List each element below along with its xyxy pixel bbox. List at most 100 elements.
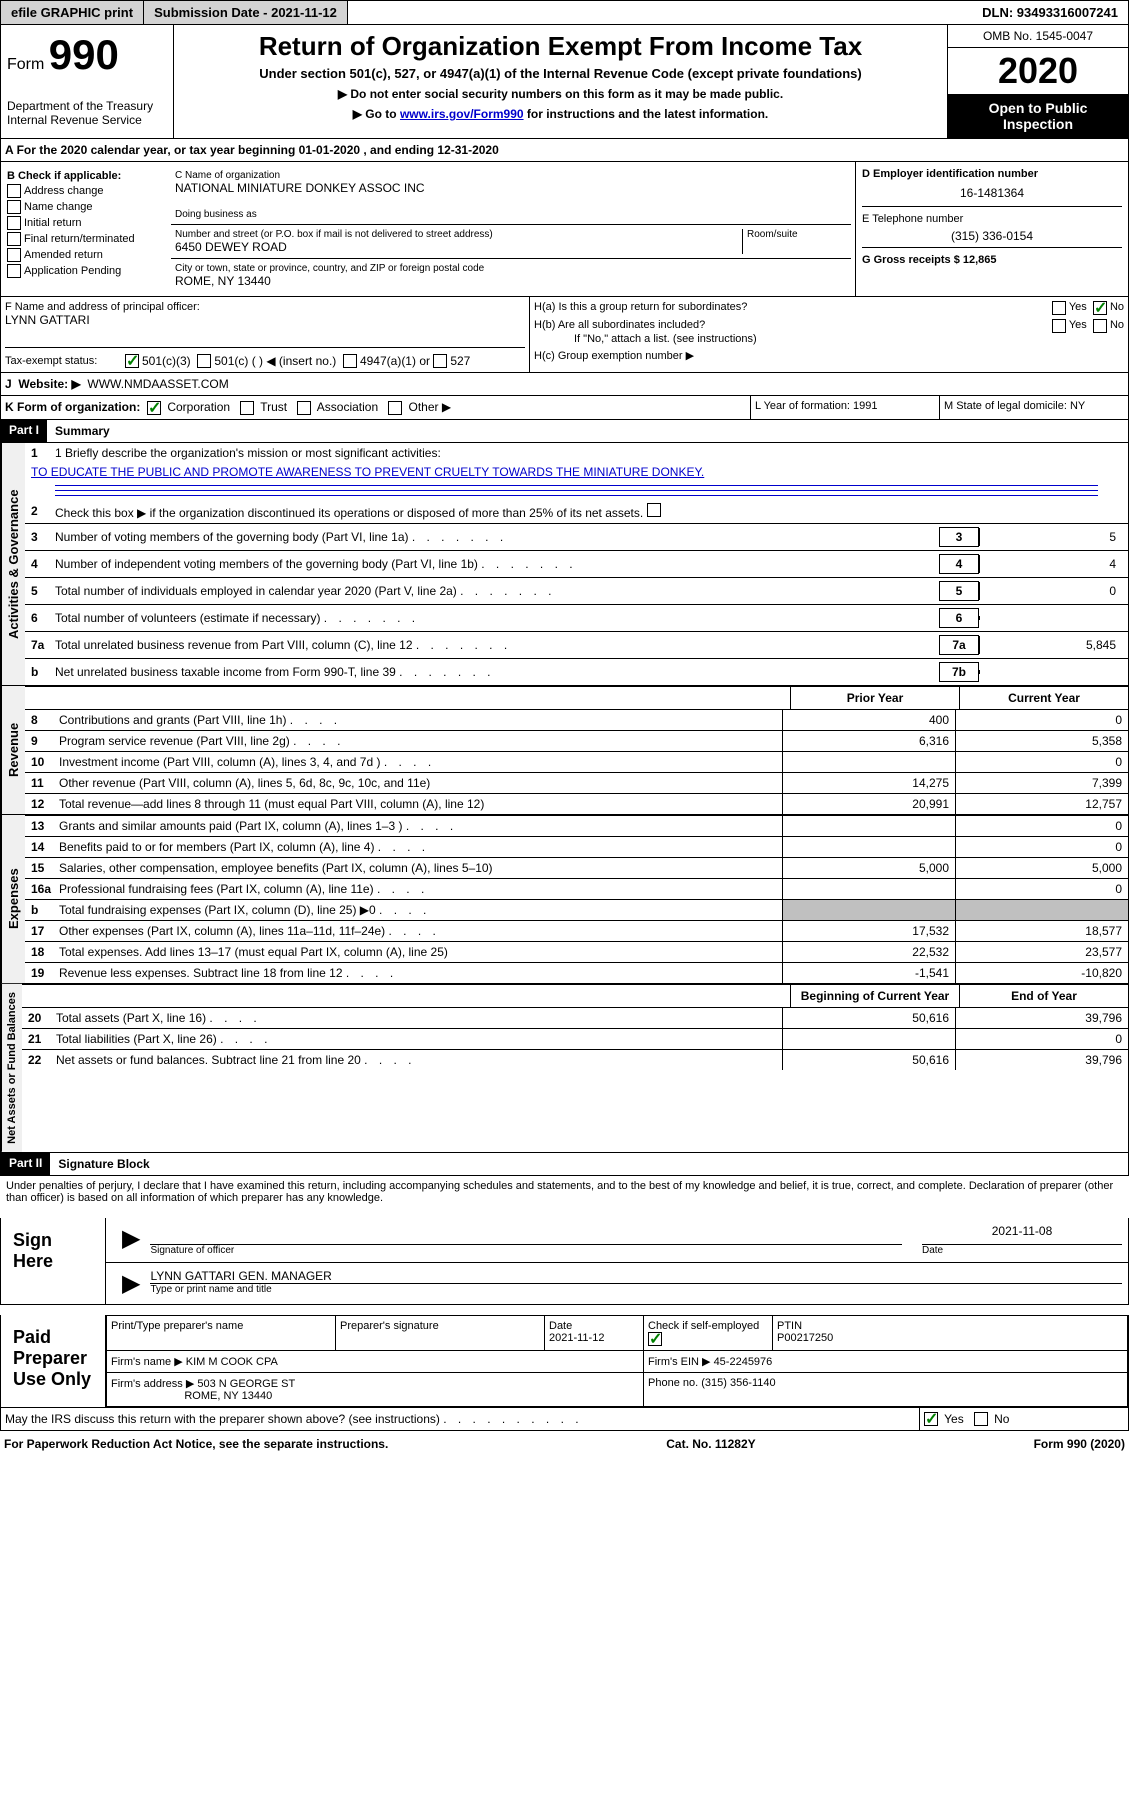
data-row: 10Investment income (Part VIII, column (… [25,751,1128,772]
cb-assoc[interactable] [297,401,311,415]
balance-section: Net Assets or Fund Balances Beginning of… [0,984,1129,1153]
ptin: P00217250 [777,1332,833,1344]
current-val: 0 [955,837,1128,857]
gov-label: Activities & Governance [1,443,25,685]
current-val: 5,000 [955,858,1128,878]
ha-no[interactable] [1093,301,1107,315]
discuss-q: May the IRS discuss this return with the… [5,1412,440,1426]
prep-name-h: Print/Type preparer's name [107,1315,336,1350]
firm-name: KIM M COOK CPA [186,1356,278,1368]
cb-corp[interactable] [147,401,161,415]
line-text: Salaries, other compensation, employee b… [59,861,493,875]
hb-yes[interactable] [1052,319,1066,333]
current-val: 0 [955,752,1128,772]
prior-val: 50,616 [782,1050,955,1070]
data-row: 19Revenue less expenses. Subtract line 1… [25,962,1128,983]
line-text: Contributions and grants (Part VIII, lin… [59,713,341,727]
instr-link: ▶ Go to www.irs.gov/Form990 for instruct… [180,107,941,121]
prior-val [782,816,955,836]
form990-link[interactable]: www.irs.gov/Form990 [400,107,524,121]
line-val: 5 [979,528,1122,546]
line-text: Professional fundraising fees (Part IX, … [59,882,428,896]
rev-label: Revenue [1,686,25,814]
firm-ein-label: Firm's EIN ▶ [648,1356,711,1368]
line-text: Total fundraising expenses (Part IX, col… [59,903,430,917]
omb-number: OMB No. 1545-0047 [948,25,1128,48]
city-label: City or town, state or province, country… [175,263,847,274]
prior-val: 20,991 [782,794,955,814]
line-text: Total assets (Part X, line 16) . . . . [56,1011,261,1025]
data-row: 22Net assets or fund balances. Subtract … [22,1049,1128,1070]
data-row: 15Salaries, other compensation, employee… [25,857,1128,878]
line-val [979,670,1122,674]
firm-ein: 45-2245976 [714,1356,773,1368]
cb-discontinued[interactable] [647,503,661,517]
line-box: 4 [939,554,979,574]
cb-amended[interactable]: Amended return [7,248,161,262]
prior-val [782,752,955,772]
current-val: 0 [955,1029,1128,1049]
line-text: Other expenses (Part IX, column (A), lin… [59,924,440,938]
current-val: -10,820 [955,963,1128,983]
prior-val: -1,541 [782,963,955,983]
cb-trust[interactable] [240,401,254,415]
dept-label: Department of the Treasury Internal Reve… [7,99,167,127]
prep-selfemp: Check if self-employed [644,1315,773,1350]
part1-header: Part I [1,420,47,442]
current-val: 18,577 [955,921,1128,941]
preparer-label: Paid Preparer Use Only [1,1315,106,1407]
cb-address[interactable]: Address change [7,184,161,198]
discuss-no[interactable] [974,1412,988,1426]
cb-name[interactable]: Name change [7,200,161,214]
current-val: 0 [955,710,1128,730]
current-val: 39,796 [955,1008,1128,1028]
cb-other[interactable] [388,401,402,415]
line-text: Total liabilities (Part X, line 26) . . … [56,1032,271,1046]
line-box: 6 [939,608,979,628]
current-val: 23,577 [955,942,1128,962]
prep-date: 2021-11-12 [549,1332,604,1344]
current-val: 7,399 [955,773,1128,793]
line-text: Total number of individuals employed in … [55,584,939,598]
firm-label: Firm's name ▶ [111,1356,183,1368]
ha-label: H(a) Is this a group return for subordin… [534,301,1052,315]
section-b: B Check if applicable: Address change Na… [1,162,167,296]
k-label: K Form of organization: [5,400,140,414]
current-val [955,900,1128,920]
firm-phone: (315) 356-1140 [701,1377,775,1389]
sig-date-label: Date [922,1245,1122,1256]
line-text: Total unrelated business revenue from Pa… [55,638,939,652]
line-text: Total number of volunteers (estimate if … [55,611,939,625]
cb-501c3[interactable] [125,354,139,368]
d-box: D Employer identification number 16-1481… [856,162,1128,296]
hb-no[interactable] [1093,319,1107,333]
hc-label: H(c) Group exemption number ▶ [534,349,1124,362]
cb-selfemp[interactable] [648,1332,662,1346]
ein-label: D Employer identification number [862,168,1122,180]
dba-label: Doing business as [175,209,847,220]
form-subtitle: Under section 501(c), 527, or 4947(a)(1)… [180,66,941,81]
q1-label: 1 Briefly describe the organization's mi… [55,446,1122,460]
sign-here-label: Sign Here [1,1218,106,1304]
footer-left: For Paperwork Reduction Act Notice, see … [4,1437,388,1451]
line-val: 5,845 [979,636,1122,654]
cb-final[interactable]: Final return/terminated [7,232,161,246]
expense-section: Expenses 13Grants and similar amounts pa… [0,815,1129,984]
inspection-label: Open to Public Inspection [948,94,1128,138]
prior-val: 400 [782,710,955,730]
discuss-yes[interactable] [924,1412,938,1426]
cb-4947[interactable] [343,354,357,368]
data-row: 11Other revenue (Part VIII, column (A), … [25,772,1128,793]
city: ROME, NY 13440 [175,274,847,288]
cb-501c[interactable] [197,354,211,368]
instr-nosocial: ▶ Do not enter social security numbers o… [180,87,941,101]
cb-527[interactable] [433,354,447,368]
cb-initial[interactable]: Initial return [7,216,161,230]
klm-row: K Form of organization: Corporation Trus… [0,396,1129,420]
data-row: 18Total expenses. Add lines 13–17 (must … [25,941,1128,962]
ha-yes[interactable] [1052,301,1066,315]
room-label: Room/suite [747,229,847,240]
efile-button[interactable]: efile GRAPHIC print [1,1,144,24]
cb-pending[interactable]: Application Pending [7,264,161,278]
line-text: Number of voting members of the governin… [55,530,939,544]
